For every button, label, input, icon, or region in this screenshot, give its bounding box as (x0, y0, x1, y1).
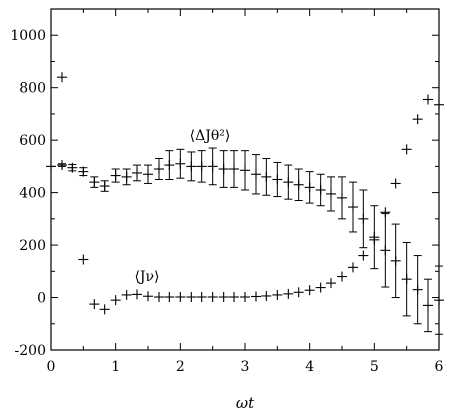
data-point (229, 292, 240, 303)
data-point (380, 207, 391, 218)
data-point (293, 168, 304, 201)
data-point (337, 271, 347, 282)
data-point (153, 158, 164, 180)
data-point (434, 265, 444, 335)
annotation-delta-j: ⟨ΔJθ²⟩ (190, 128, 231, 144)
data-point (412, 114, 423, 125)
data-point (132, 164, 143, 182)
data-point (304, 285, 315, 296)
y-tick-label: 800 (19, 81, 46, 97)
data-point (401, 144, 412, 155)
data-point (99, 304, 110, 315)
data-point (380, 213, 391, 288)
data-point (99, 180, 110, 192)
x-tick-label: 5 (370, 359, 379, 375)
data-point (401, 241, 412, 317)
data-point (326, 278, 337, 289)
data-point (175, 292, 186, 303)
x-tick-label: 4 (305, 359, 314, 375)
data-point (121, 168, 132, 186)
data-point (261, 158, 272, 196)
y-tick-label: 0 (37, 291, 46, 307)
data-marks (46, 72, 444, 335)
data-point (283, 288, 294, 299)
data-point (315, 282, 326, 293)
data-point (293, 287, 304, 298)
x-tick-label: 3 (241, 359, 250, 375)
data-point (261, 290, 272, 301)
data-point (229, 150, 240, 188)
data-point (207, 147, 218, 186)
data-point (250, 291, 261, 302)
data-point (434, 99, 444, 110)
data-point (347, 262, 358, 273)
series-0 (46, 147, 444, 335)
data-point (218, 150, 229, 188)
data-point (390, 223, 401, 299)
data-point (207, 292, 218, 303)
data-point (240, 150, 250, 191)
x-axis-title: ωt (236, 394, 255, 412)
data-point (67, 162, 78, 173)
data-point (164, 292, 175, 303)
data-point (89, 176, 100, 188)
data-point (412, 255, 423, 325)
data-point (132, 289, 143, 300)
data-point (56, 160, 67, 171)
y-tick-label: 600 (19, 133, 46, 149)
y-tick-label: 1000 (10, 28, 46, 44)
data-point (315, 173, 326, 207)
annotation-j-nu: ⟨Jν⟩ (134, 269, 159, 285)
data-point (358, 189, 369, 249)
y-tick-label: 400 (19, 186, 46, 202)
data-point (78, 254, 89, 265)
data-point (196, 150, 207, 183)
data-point (89, 299, 100, 310)
data-point (164, 150, 175, 180)
data-point (110, 168, 121, 183)
data-point (250, 154, 261, 195)
axis-ticks (50, 9, 440, 351)
data-point (143, 291, 153, 302)
data-point (358, 250, 369, 261)
data-point (186, 151, 197, 182)
data-point (56, 72, 67, 83)
data-point (78, 166, 89, 177)
data-point (326, 176, 337, 212)
data-point (423, 278, 434, 333)
data-point (423, 94, 434, 105)
x-tick-label: 0 (47, 359, 56, 375)
x-tick-label: 2 (176, 359, 185, 375)
data-point (153, 292, 164, 303)
data-point (186, 292, 197, 303)
series-1 (56, 72, 444, 315)
data-point (240, 292, 250, 303)
data-point (110, 295, 121, 306)
data-point (272, 289, 283, 300)
data-point (304, 171, 315, 204)
data-point (347, 181, 358, 233)
x-tick-label: 1 (111, 359, 120, 375)
data-point (283, 164, 294, 200)
data-point (143, 164, 153, 184)
data-point (196, 292, 207, 303)
y-tick-label: 200 (19, 238, 46, 254)
data-point (121, 289, 132, 300)
data-point (218, 292, 229, 303)
data-point (390, 178, 401, 189)
data-point (369, 234, 380, 245)
y-tick-label: -200 (15, 343, 46, 359)
data-point (175, 148, 186, 179)
data-point (337, 176, 347, 220)
data-point (46, 161, 56, 172)
x-tick-label: 6 (435, 359, 444, 375)
data-point (272, 161, 283, 198)
